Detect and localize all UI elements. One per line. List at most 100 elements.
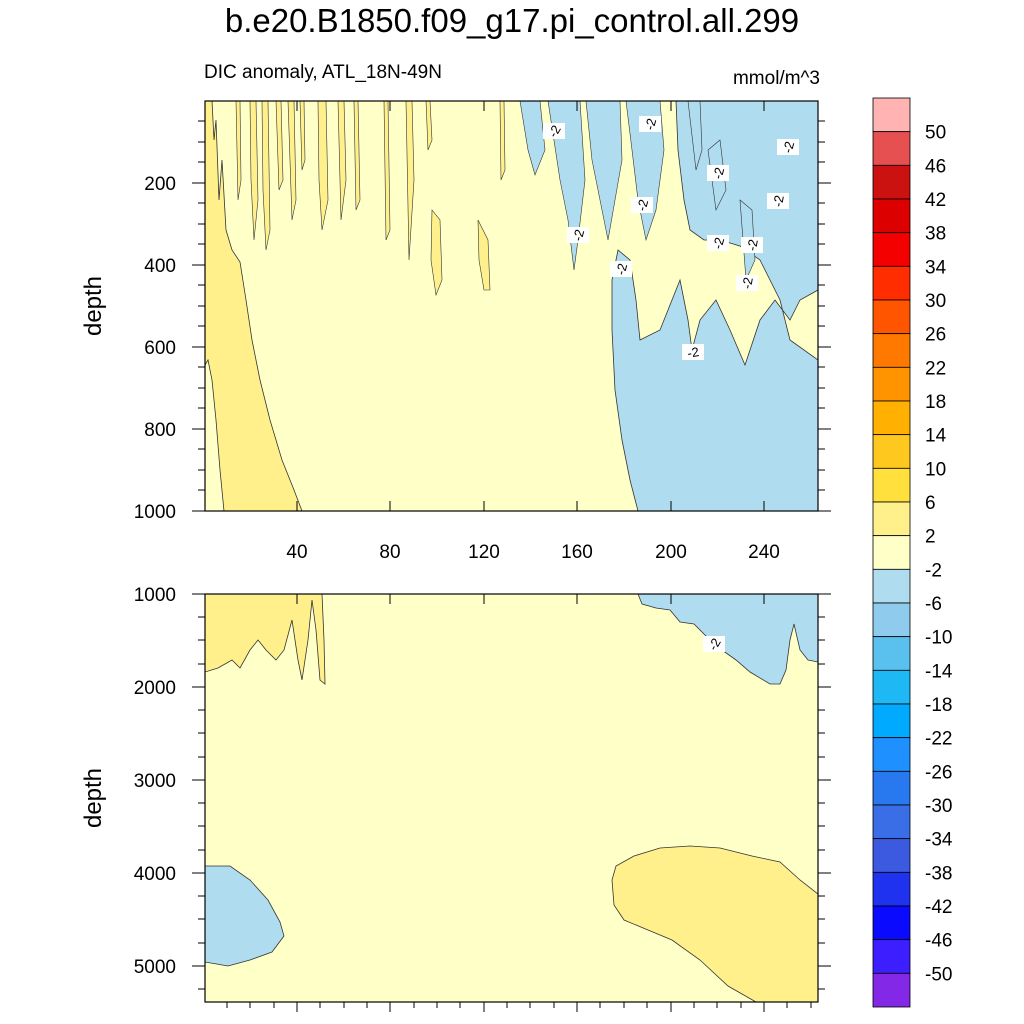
lower-panel: -2 [80, 585, 831, 1012]
upper-y-tick-labels: 200 400 600 800 1000 [134, 174, 176, 523]
lower-y-tick-labels: 1000 2000 3000 4000 5000 [134, 585, 176, 978]
colorbar-label: -30 [925, 796, 952, 817]
colorbar-swatch [872, 501, 911, 537]
upper-positive-region-left [205, 101, 303, 511]
colorbar-label: 42 [925, 190, 946, 211]
lower-y-axis-title: depth [80, 768, 107, 828]
colorbar-swatch [872, 737, 911, 772]
colorbar: 50 46 42 38 34 30 26 22 18 14 10 6 2 -2 -6 -10 -14 -18 -22… [872, 97, 953, 1008]
svg-text:-2: -2 [710, 166, 727, 181]
colorbar-swatch [872, 568, 911, 604]
colorbar-swatch [872, 669, 911, 705]
contour-label: -2 [703, 635, 725, 653]
x-tick-label: 240 [748, 542, 780, 563]
colorbar-swatch [872, 939, 911, 974]
colorbar-swatch [872, 602, 911, 638]
colorbar-label: -26 [925, 762, 952, 783]
colorbar-swatch [872, 366, 911, 402]
y-tick-label: 800 [144, 420, 176, 441]
lower-negative-region-bottomleft [205, 865, 285, 967]
y-tick-label: 600 [144, 338, 176, 359]
colorbar-swatch [872, 299, 911, 335]
colorbar-label: -46 [925, 931, 952, 952]
colorbar-swatch [872, 905, 911, 941]
svg-text:-2: -2 [739, 276, 756, 290]
colorbar-label: 38 [925, 224, 946, 245]
svg-text:-2: -2 [613, 262, 630, 277]
upper-ticks [192, 101, 831, 512]
contour-label: -2 [639, 116, 661, 132]
colorbar-label: 14 [925, 426, 947, 447]
colorbar-label: -34 [925, 830, 953, 851]
colorbar-swatch [872, 535, 911, 570]
lower-positive-region-bottomright [611, 845, 818, 1002]
colorbar-swatch [872, 198, 911, 234]
contour-label: -2 [631, 197, 653, 213]
colorbar-label: 50 [925, 123, 946, 144]
colorbar-label: 6 [925, 493, 936, 514]
contour-label: -2 [741, 237, 763, 253]
colorbar-label: -50 [925, 964, 952, 985]
y-tick-label: 2000 [134, 678, 176, 699]
y-tick-label: 3000 [134, 771, 176, 792]
svg-text:-2: -2 [744, 238, 761, 252]
figure-subtitle-left: DIC anomaly, ATL_18N-49N [204, 62, 442, 83]
colorbar-swatch [872, 467, 911, 503]
upper-positive-streaks [235, 101, 506, 297]
contour-label: -2 [543, 122, 565, 140]
colorbar-swatch [872, 164, 911, 200]
colorbar-swatch [872, 838, 911, 873]
y-tick-label: 200 [144, 174, 176, 195]
contour-label: -2 [777, 139, 799, 155]
lower-plot-frame [204, 593, 819, 1003]
figure-title: b.e20.B1850.f09_g17.pi_control.all.299 [224, 2, 800, 39]
colorbar-label: 2 [925, 527, 936, 548]
lower-positive-region-topleft [205, 594, 326, 685]
colorbar-label: 34 [925, 257, 947, 278]
svg-text:-2: -2 [770, 194, 787, 208]
colorbar-swatch [872, 434, 911, 469]
svg-text:-2: -2 [570, 228, 587, 243]
colorbar-label: 18 [925, 392, 946, 413]
colorbar-label: -6 [925, 594, 942, 615]
colorbar-swatch [872, 333, 911, 368]
colorbar-swatch [872, 636, 911, 671]
svg-text:-2: -2 [780, 140, 797, 155]
contour-label: -2 [567, 227, 589, 243]
svg-text:-2: -2 [642, 117, 659, 132]
y-tick-label: 1000 [134, 585, 176, 606]
colorbar-label: -38 [925, 863, 952, 884]
colorbar-label: 22 [925, 358, 946, 379]
colorbar-swatch [872, 97, 911, 133]
colorbar-swatch [872, 703, 911, 739]
contour-label: -2 [682, 344, 704, 361]
x-tick-label: 160 [561, 542, 593, 563]
svg-text:-2: -2 [686, 344, 700, 361]
upper-contour-labels: -2 -2 -2 -2 -2 -2 -2 -2 -2 -2 -2 -2 [543, 116, 799, 361]
upper-panel: -2 -2 -2 -2 -2 -2 -2 -2 -2 -2 -2 -2 [80, 100, 831, 563]
colorbar-swatch [872, 972, 911, 1008]
contour-label: -2 [736, 275, 758, 291]
lower-contour-labels: -2 [703, 635, 725, 653]
colorbar-label: 46 [925, 156, 946, 177]
colorbar-label: 10 [925, 459, 946, 480]
colorbar-swatch [872, 804, 911, 840]
units-label: mmol/m^3 [732, 68, 820, 89]
contour-label: -2 [767, 193, 789, 209]
colorbar-label: -10 [925, 628, 952, 649]
colorbar-swatch [872, 871, 911, 907]
svg-text:-2: -2 [710, 236, 727, 251]
colorbar-label: -42 [925, 897, 952, 918]
y-tick-label: 4000 [134, 864, 176, 885]
colorbar-label: 30 [925, 291, 946, 312]
y-tick-label: 400 [144, 256, 176, 277]
upper-y-axis-title: depth [80, 276, 107, 336]
upper-negative-streaks [519, 101, 756, 281]
colorbar-label: -18 [925, 695, 952, 716]
colorbar-label: -22 [925, 729, 952, 750]
colorbar-swatch [872, 265, 911, 301]
contour-label: -2 [707, 165, 729, 181]
x-tick-label: 80 [379, 542, 400, 563]
lower-ticks [192, 593, 831, 1012]
